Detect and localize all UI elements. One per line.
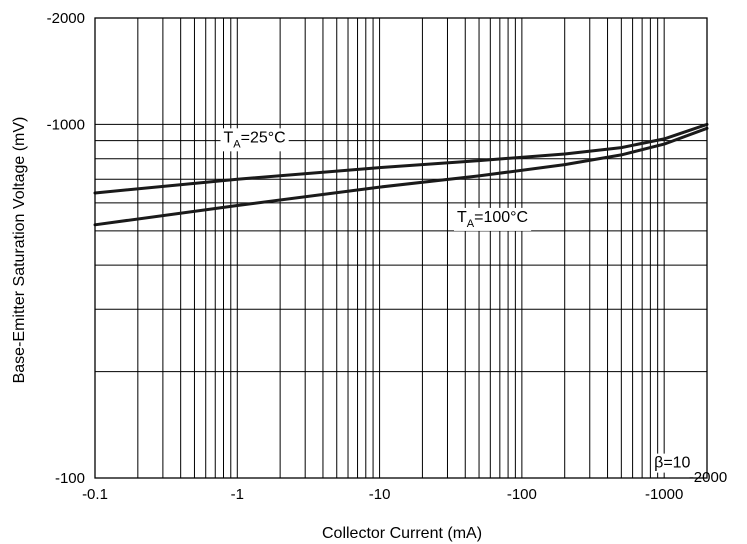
annotation-beta: β=10: [654, 455, 690, 472]
x-tick-label: -100: [507, 486, 537, 503]
x-tick-label: -1: [231, 486, 244, 503]
y-tick-label: -100: [55, 470, 85, 487]
x-tick-label: -0.1: [82, 486, 108, 503]
y-axis-label: Base-Emitter Saturation Voltage (mV): [11, 117, 28, 384]
x-axis-label: Collector Current (mA): [322, 525, 482, 542]
series-line-1: [93, 122, 709, 195]
series-label-background: [453, 207, 532, 231]
plot-area: [94, 17, 708, 479]
series-layer: [93, 122, 709, 227]
x-tick-label: -10: [369, 486, 391, 503]
x-tick-label: -2000: [689, 469, 727, 486]
y-tick-labels: -100 -1000 -2000: [47, 10, 85, 487]
x-tick-labels: -0.1 -1 -10 -100 -1000 -2000: [82, 469, 727, 503]
grid-lines: [95, 18, 707, 478]
annotation-background: [651, 453, 694, 473]
series-line-2: [93, 126, 709, 227]
series-labels: TA=25°C TA=100°C β=10: [220, 128, 694, 473]
y-tick-label: -2000: [47, 10, 85, 27]
series-label-background: [220, 128, 289, 152]
series-label-2: TA=100°C: [457, 209, 528, 230]
series-label-1: TA=25°C: [224, 129, 286, 150]
x-tick-label: -1000: [645, 486, 683, 503]
y-tick-label: -1000: [47, 116, 85, 133]
